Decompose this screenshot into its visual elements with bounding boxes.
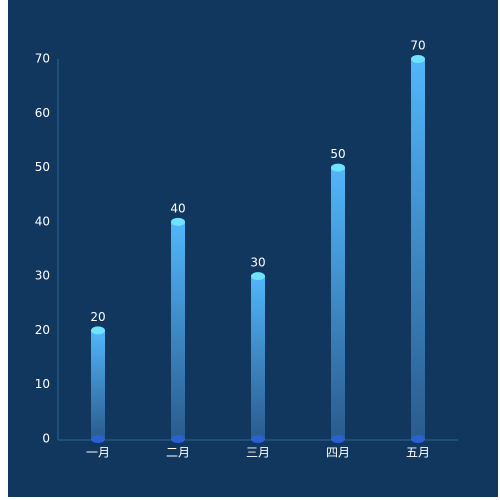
x-tick-label: 三月 [246,446,270,460]
x-tick-label: 四月 [326,446,350,460]
bar-base [411,435,425,443]
y-tick-label: 70 [35,52,50,66]
y-tick-label: 50 [35,160,50,174]
bar [91,330,105,439]
bar-cap [91,326,105,335]
data-label: 30 [250,256,265,270]
bar-base [171,435,185,443]
bar-base [251,435,265,443]
bar-base [331,435,345,443]
y-tick-label: 40 [35,214,50,228]
x-tick-label: 二月 [166,446,190,460]
bar-cap [251,272,265,281]
x-tick-label: 五月 [406,446,430,460]
y-tick-label: 0 [42,432,50,446]
bar [411,59,425,439]
y-tick-label: 10 [35,377,50,391]
data-label: 50 [330,147,345,161]
y-tick-label: 30 [35,269,50,283]
bar [171,221,185,439]
y-tick-label: 20 [35,323,50,337]
x-tick-label: 一月 [86,446,110,460]
y-tick-label: 60 [35,106,50,120]
bar [331,167,345,440]
bar-cap [411,55,425,63]
bar-base [91,435,105,443]
bar [251,276,265,439]
data-label: 20 [90,310,105,324]
data-label: 40 [170,201,185,215]
bar-cap [331,163,345,172]
data-label: 70 [410,39,425,53]
bar-cap [171,217,185,226]
